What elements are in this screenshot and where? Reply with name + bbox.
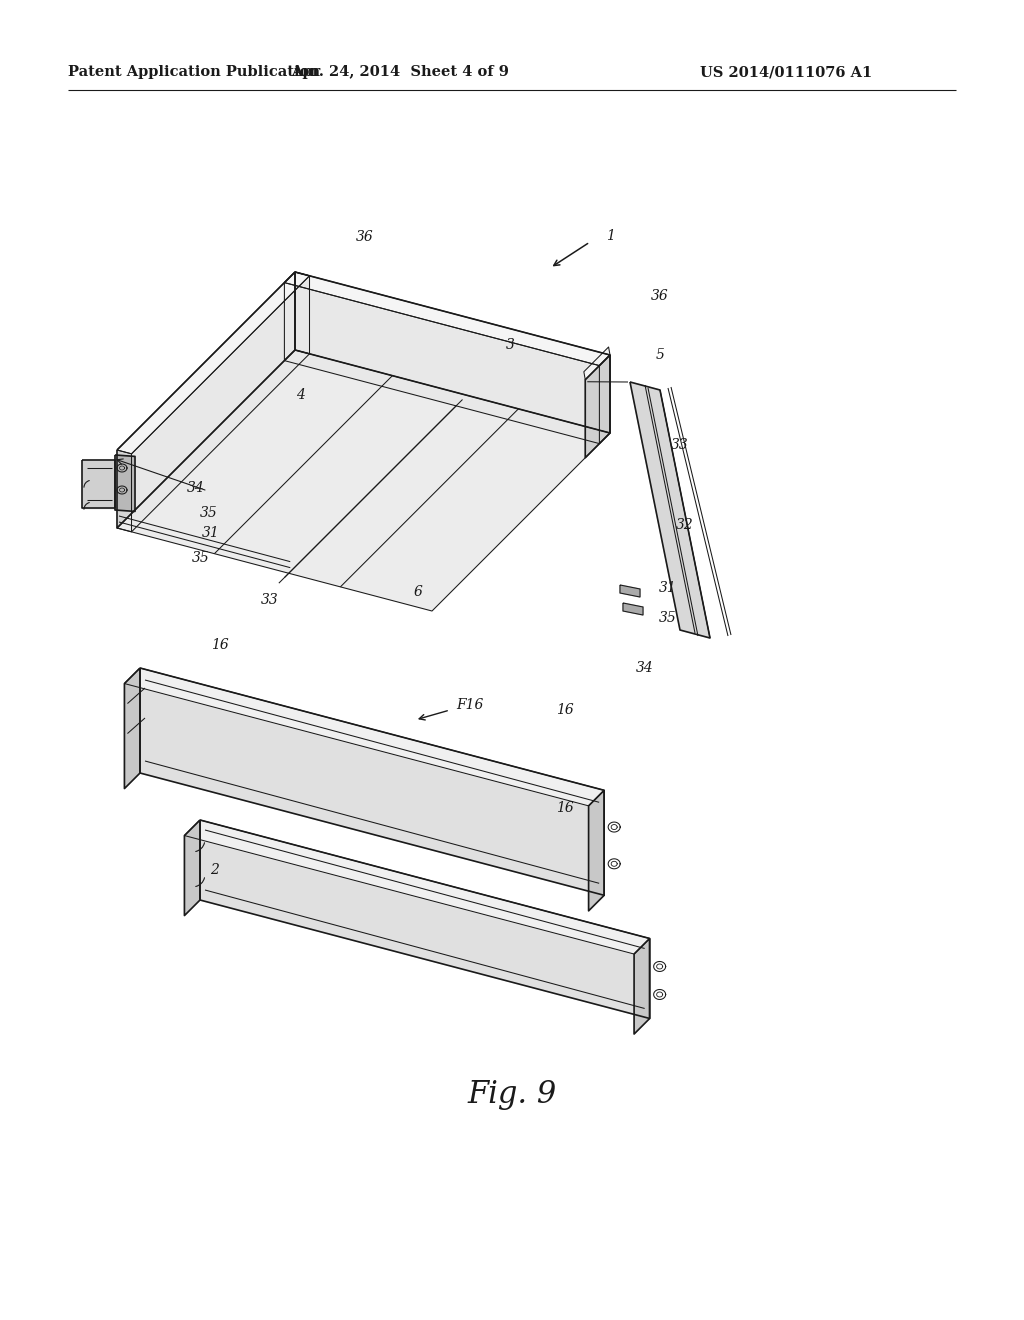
Text: US 2014/0111076 A1: US 2014/0111076 A1 — [700, 65, 872, 79]
Polygon shape — [285, 282, 599, 444]
Text: 31: 31 — [659, 581, 677, 595]
Text: 6: 6 — [414, 585, 423, 599]
Polygon shape — [131, 276, 309, 532]
Text: 33: 33 — [261, 593, 279, 607]
Polygon shape — [117, 350, 610, 611]
Text: Patent Application Publication: Patent Application Publication — [68, 65, 319, 79]
Polygon shape — [295, 272, 610, 433]
Text: 16: 16 — [556, 801, 573, 814]
Polygon shape — [623, 603, 643, 615]
Text: 5: 5 — [655, 348, 665, 362]
Polygon shape — [630, 381, 710, 638]
Polygon shape — [184, 820, 200, 916]
Text: 16: 16 — [556, 704, 573, 717]
Polygon shape — [125, 668, 140, 788]
Polygon shape — [634, 939, 649, 1034]
Polygon shape — [184, 820, 649, 954]
Text: Fig. 9: Fig. 9 — [467, 1080, 557, 1110]
Polygon shape — [115, 455, 135, 511]
Text: 35: 35 — [201, 506, 218, 520]
Polygon shape — [285, 272, 610, 366]
Polygon shape — [82, 459, 115, 508]
Text: 1: 1 — [605, 228, 614, 243]
Text: 2: 2 — [211, 863, 219, 876]
Text: 34: 34 — [636, 661, 654, 675]
Text: Apr. 24, 2014  Sheet 4 of 9: Apr. 24, 2014 Sheet 4 of 9 — [291, 65, 509, 79]
Text: 31: 31 — [203, 525, 220, 540]
Text: 32: 32 — [676, 517, 694, 532]
Polygon shape — [586, 355, 610, 458]
Text: 3: 3 — [506, 338, 514, 352]
Polygon shape — [589, 791, 604, 911]
Polygon shape — [125, 668, 604, 805]
Text: 35: 35 — [659, 611, 677, 624]
Polygon shape — [620, 585, 640, 597]
Text: 16: 16 — [211, 638, 229, 652]
Polygon shape — [140, 668, 604, 895]
Polygon shape — [200, 820, 649, 1019]
Text: 33: 33 — [671, 438, 689, 451]
Polygon shape — [117, 272, 309, 454]
Text: 36: 36 — [651, 289, 669, 304]
Text: 34: 34 — [187, 480, 205, 495]
Text: 36: 36 — [356, 230, 374, 244]
Text: 4: 4 — [296, 388, 304, 403]
Text: 35: 35 — [193, 550, 210, 565]
Polygon shape — [584, 347, 610, 380]
Text: F16: F16 — [457, 698, 483, 711]
Polygon shape — [117, 272, 295, 528]
